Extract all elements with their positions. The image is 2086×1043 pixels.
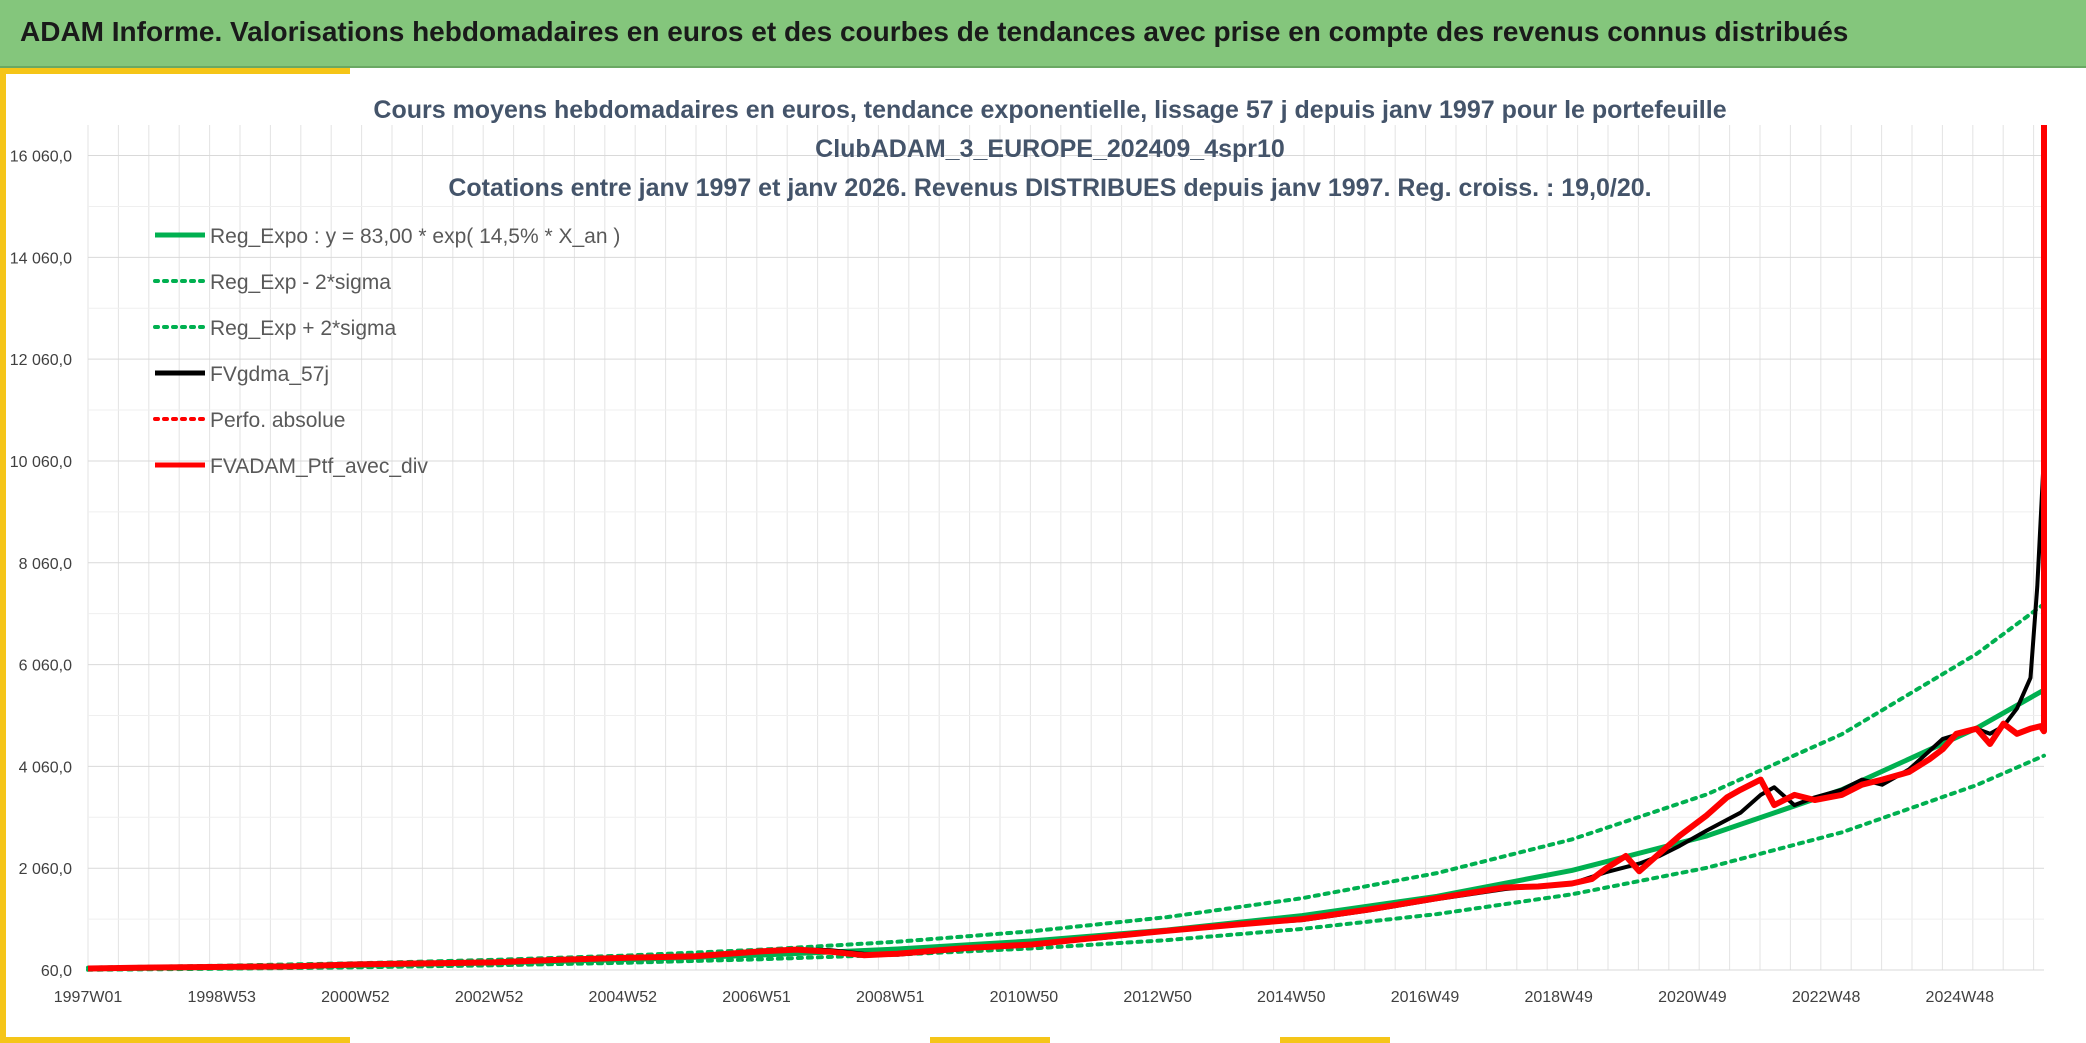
x-axis: 1997W01 1998W53 2000W52 2002W52 2004W52 2006W… [54, 989, 1994, 1006]
accent-bar-top [0, 68, 350, 74]
accent-bar-left [0, 68, 6, 1043]
y-tick-label: 10 060,0 [10, 454, 72, 471]
series-line [87, 125, 2047, 972]
x-tick-label: 2000W52 [321, 989, 390, 1006]
y-tick-label: 2 060,0 [19, 861, 72, 878]
legend-label: Perfo. absolue [210, 409, 345, 432]
x-tick-label: 2010W50 [990, 989, 1059, 1006]
accent-bar-bottom [1280, 1037, 1390, 1043]
x-tick-label: 1998W53 [187, 989, 256, 1006]
legend-label: FVgdma_57j [210, 363, 329, 386]
y-tick-label: 16 060,0 [10, 149, 72, 166]
x-tick-label: 2004W52 [589, 989, 658, 1006]
series-line [86, 753, 2046, 972]
x-tick-label: 2020W49 [1658, 989, 1727, 1006]
accent-bar-bottom [930, 1037, 1050, 1043]
x-tick-label: 2022W48 [1792, 989, 1861, 1006]
legend-label: Reg_Exp + 2*sigma [210, 317, 397, 340]
x-tick-label: 1997W01 [54, 989, 123, 1006]
chart-grid [87, 125, 2044, 971]
x-tick-label: 2024W48 [1926, 989, 1995, 1006]
x-tick-label: 2006W51 [722, 989, 791, 1006]
y-tick-label: 60,0 [41, 963, 72, 980]
header-banner: ADAM Informe. Valorisations hebdomadaire… [0, 0, 2086, 68]
x-tick-label: 2016W49 [1391, 989, 1460, 1006]
legend-label: Reg_Expo : y = 83,00 * exp( 14,5% * X_an… [210, 225, 620, 248]
x-tick-label: 2018W49 [1524, 989, 1593, 1006]
x-tick-label: 2012W50 [1123, 989, 1192, 1006]
chart-title-line: ClubADAM_3_EUROPE_202409_4spr10 [815, 135, 1285, 163]
y-tick-label: 4 060,0 [19, 759, 72, 776]
series-line [87, 453, 2046, 971]
x-tick-label: 2014W50 [1257, 989, 1326, 1006]
chart-title: Cours moyens hebdomadaires en euros, ten… [373, 96, 1726, 202]
x-tick-label: 2008W51 [856, 989, 925, 1006]
legend-label: FVADAM_Ptf_avec_div [210, 455, 428, 478]
y-axis: 60,0 2 060,0 4 060,0 6 060,0 8 060,0 10 060,0… [10, 149, 72, 980]
y-tick-label: 8 060,0 [19, 556, 72, 573]
page-title: ADAM Informe. Valorisations hebdomadaire… [20, 16, 1849, 47]
series-line [86, 602, 2046, 970]
chart-title-line: Cours moyens hebdomadaires en euros, ten… [373, 96, 1726, 124]
x-tick-label: 2002W52 [455, 989, 524, 1006]
y-tick-label: 6 060,0 [19, 658, 72, 675]
chart-title-line: Cotations entre janv 1997 et janv 2026. … [448, 174, 1651, 202]
legend: Reg_Expo : y = 83,00 * exp( 14,5% * X_an… [153, 225, 620, 478]
accent-bar-bottom [0, 1037, 350, 1043]
y-tick-label: 14 060,0 [10, 250, 72, 267]
legend-label: Reg_Exp - 2*sigma [210, 271, 391, 294]
y-tick-label: 12 060,0 [10, 352, 72, 369]
series-layer [86, 125, 2047, 972]
